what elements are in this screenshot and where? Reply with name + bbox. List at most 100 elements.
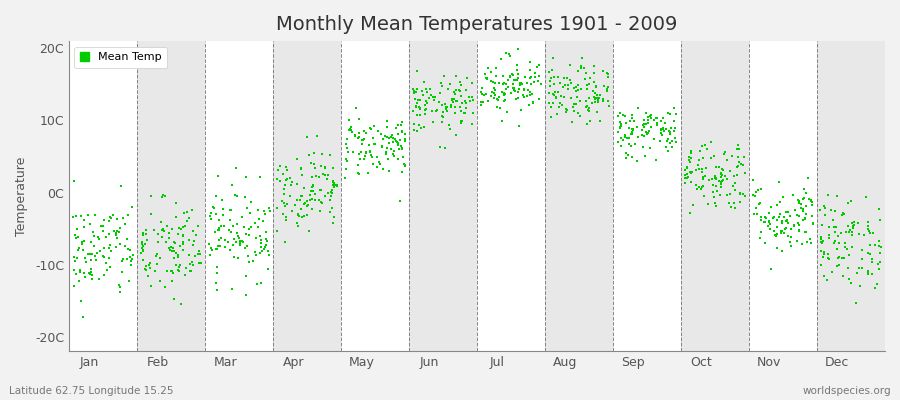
Point	[276, 210, 291, 217]
Bar	[273, 41, 341, 351]
Point	[639, 129, 653, 135]
Point	[233, 240, 248, 246]
Point	[259, 242, 274, 248]
Point	[235, 214, 249, 220]
Point	[256, 218, 270, 224]
Point	[723, 191, 737, 198]
Point	[395, 154, 410, 160]
Point	[429, 108, 444, 114]
Point	[77, 274, 92, 280]
Point	[479, 75, 493, 82]
Point	[174, 300, 188, 307]
Point	[592, 92, 607, 98]
Point	[171, 254, 185, 261]
Point	[278, 164, 293, 170]
Point	[770, 202, 784, 208]
Point	[379, 151, 393, 157]
Point	[706, 182, 721, 188]
Point	[69, 226, 84, 232]
Point	[826, 217, 841, 224]
Point	[874, 244, 888, 250]
Point	[641, 114, 655, 120]
Point	[409, 104, 423, 110]
Point	[508, 96, 523, 102]
Point	[834, 255, 849, 261]
Point	[155, 226, 169, 233]
Point	[384, 146, 399, 152]
Point	[652, 138, 667, 145]
Point	[547, 92, 562, 98]
Point	[342, 117, 356, 123]
Point	[153, 255, 167, 262]
Point	[346, 148, 360, 155]
Point	[797, 216, 812, 222]
Point	[398, 162, 412, 169]
Point	[722, 200, 736, 206]
Point	[444, 102, 458, 108]
Point	[545, 67, 560, 74]
Point	[159, 223, 174, 229]
Point	[510, 46, 525, 52]
Point	[100, 266, 114, 273]
Point	[794, 204, 808, 211]
Point	[165, 278, 179, 284]
Point	[709, 183, 724, 189]
Point	[444, 103, 458, 110]
Point	[764, 204, 778, 210]
Point	[599, 70, 614, 76]
Point	[596, 96, 610, 102]
Point	[758, 219, 772, 225]
Point	[458, 100, 473, 106]
Point	[238, 244, 253, 251]
Point	[242, 232, 256, 238]
Point	[249, 252, 264, 258]
Point	[269, 176, 284, 182]
Point	[236, 238, 250, 245]
Point	[873, 259, 887, 265]
Point	[292, 197, 307, 204]
Point	[709, 164, 724, 170]
Point	[355, 140, 369, 147]
Point	[619, 135, 634, 141]
Point	[445, 96, 459, 102]
Point	[834, 212, 849, 219]
Point	[597, 83, 611, 89]
Point	[872, 243, 886, 249]
Point	[284, 193, 298, 200]
Point	[307, 150, 321, 157]
Point	[660, 138, 674, 144]
Point	[223, 207, 238, 214]
Point	[498, 97, 512, 104]
Point	[448, 90, 463, 97]
Point	[789, 238, 804, 244]
Point	[348, 105, 363, 112]
Point	[626, 127, 640, 133]
Point	[838, 244, 852, 250]
Point	[667, 104, 681, 111]
Bar	[613, 41, 681, 351]
Point	[625, 129, 639, 136]
Point	[297, 200, 311, 207]
Point	[350, 162, 365, 168]
Point	[841, 200, 855, 206]
Point	[783, 242, 797, 249]
Point	[314, 198, 328, 205]
Point	[140, 237, 155, 243]
Point	[861, 228, 876, 234]
Point	[406, 108, 420, 114]
Point	[611, 128, 625, 135]
Point	[730, 172, 744, 178]
Point	[150, 251, 165, 258]
Point	[796, 217, 811, 223]
Point	[83, 251, 97, 258]
Point	[553, 100, 567, 106]
Point	[391, 130, 405, 137]
Point	[801, 175, 815, 182]
Point	[585, 100, 599, 106]
Point	[230, 230, 244, 236]
Point	[271, 167, 285, 173]
Point	[828, 208, 842, 214]
Point	[571, 81, 585, 88]
Point	[160, 268, 175, 274]
Point	[102, 231, 116, 237]
